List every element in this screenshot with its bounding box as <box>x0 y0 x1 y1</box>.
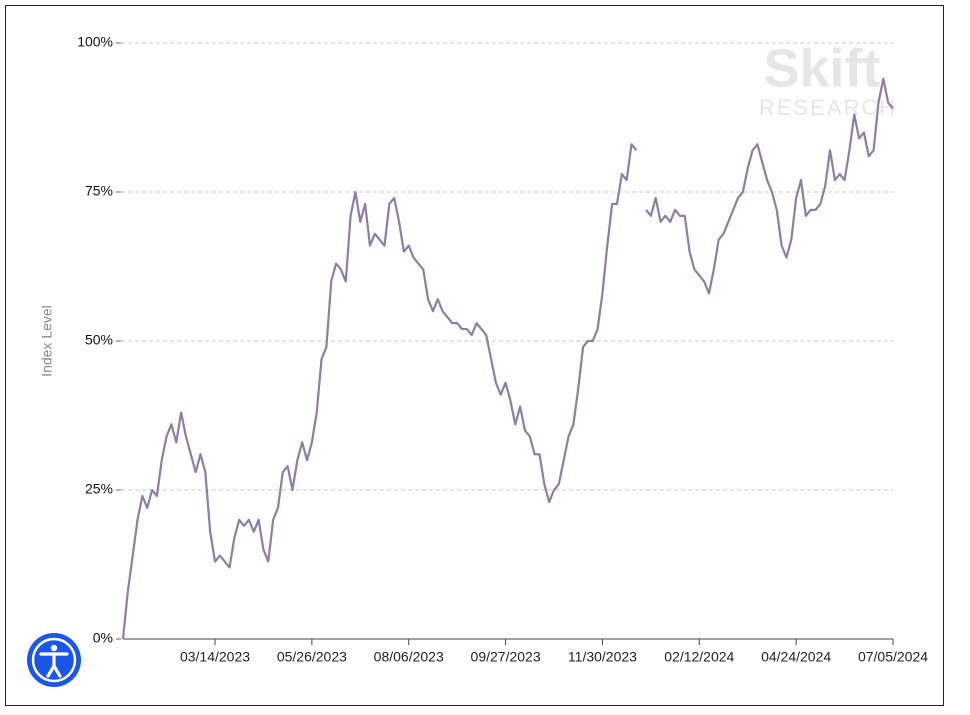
x-tick-label: 05/26/2023 <box>277 649 347 665</box>
data-line <box>121 77 894 640</box>
accessibility-figure <box>39 652 69 678</box>
x-tick-label: 07/05/2024 <box>858 649 928 665</box>
x-tick-label: 08/06/2023 <box>374 649 444 665</box>
x-tick-label: 04/24/2024 <box>761 649 831 665</box>
x-tick-label: 02/12/2024 <box>664 649 734 665</box>
accessibility-ring <box>31 637 77 683</box>
accessibility-button[interactable] <box>27 633 81 687</box>
watermark-text: RESEARCH <box>759 95 897 120</box>
frame <box>5 5 944 706</box>
y-tick-label: 100% <box>77 34 113 50</box>
y-tick-label: 0% <box>93 630 113 646</box>
y-axis-label: Index Level <box>39 305 55 377</box>
accessibility-head <box>50 644 58 652</box>
y-tick-label: 25% <box>85 481 113 497</box>
y-tick-label: 75% <box>85 183 113 199</box>
x-tick-label: 11/30/2023 <box>568 649 637 665</box>
watermark-logo: Skift <box>763 38 880 98</box>
y-tick-label: 50% <box>85 332 113 348</box>
x-tick-label: 09/27/2023 <box>471 649 541 665</box>
x-tick-label: 03/14/2023 <box>180 649 250 665</box>
